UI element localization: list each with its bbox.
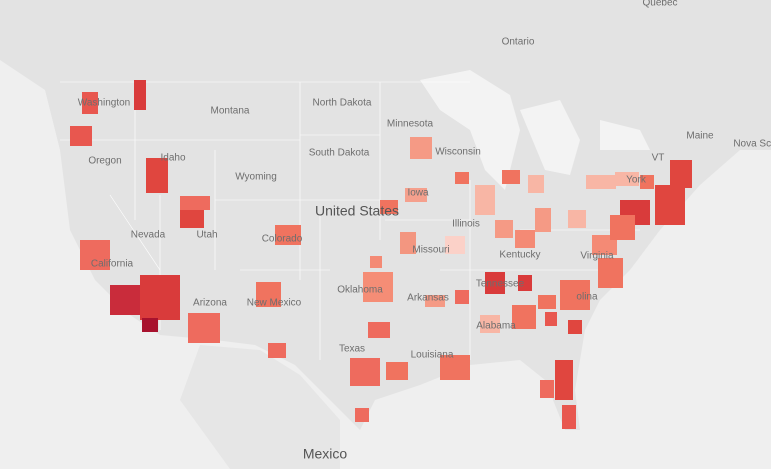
place-label: Washington <box>78 98 130 109</box>
country-label: United States <box>315 203 399 219</box>
place-label: Missouri <box>412 245 449 256</box>
place-label: olina <box>576 292 598 303</box>
place-label: New Mexico <box>247 298 302 309</box>
place-label: California <box>91 259 134 270</box>
place-label: Maine <box>686 131 714 142</box>
country-label: Mexico <box>303 446 348 462</box>
place-label: Nevada <box>131 230 166 241</box>
place-label: South Dakota <box>309 148 370 159</box>
place-label: Wyoming <box>235 172 277 183</box>
place-label: Texas <box>339 344 365 355</box>
place-label: Colorado <box>262 234 303 245</box>
place-label: Wisconsin <box>435 147 481 158</box>
place-label: Ontario <box>502 37 535 48</box>
mexico-land <box>180 345 340 469</box>
place-label: Idaho <box>160 153 185 164</box>
place-label: Iowa <box>407 188 429 199</box>
place-label: VT <box>652 153 665 164</box>
regions <box>70 80 692 429</box>
place-label: Arizona <box>193 298 227 309</box>
place-label: Utah <box>196 230 217 241</box>
place-label: Arkansas <box>407 293 449 304</box>
place-label: York <box>626 175 647 186</box>
place-label: Québec <box>642 0 677 9</box>
place-label: Kentucky <box>499 250 540 261</box>
place-label: Louisiana <box>411 350 454 361</box>
place-label: Tennessee <box>476 279 525 290</box>
borders <box>60 81 640 360</box>
place-label: Minnesota <box>387 119 434 130</box>
place-label: Alabama <box>476 321 516 332</box>
place-label: Montana <box>211 106 250 117</box>
place-label: North Dakota <box>313 98 372 109</box>
place-label: Nova Sco <box>733 139 771 150</box>
place-label: Illinois <box>452 219 480 230</box>
great-lakes <box>420 70 650 190</box>
place-label: Oklahoma <box>337 285 383 296</box>
place-label: Oregon <box>88 156 121 167</box>
place-label: Virginia <box>580 251 614 262</box>
